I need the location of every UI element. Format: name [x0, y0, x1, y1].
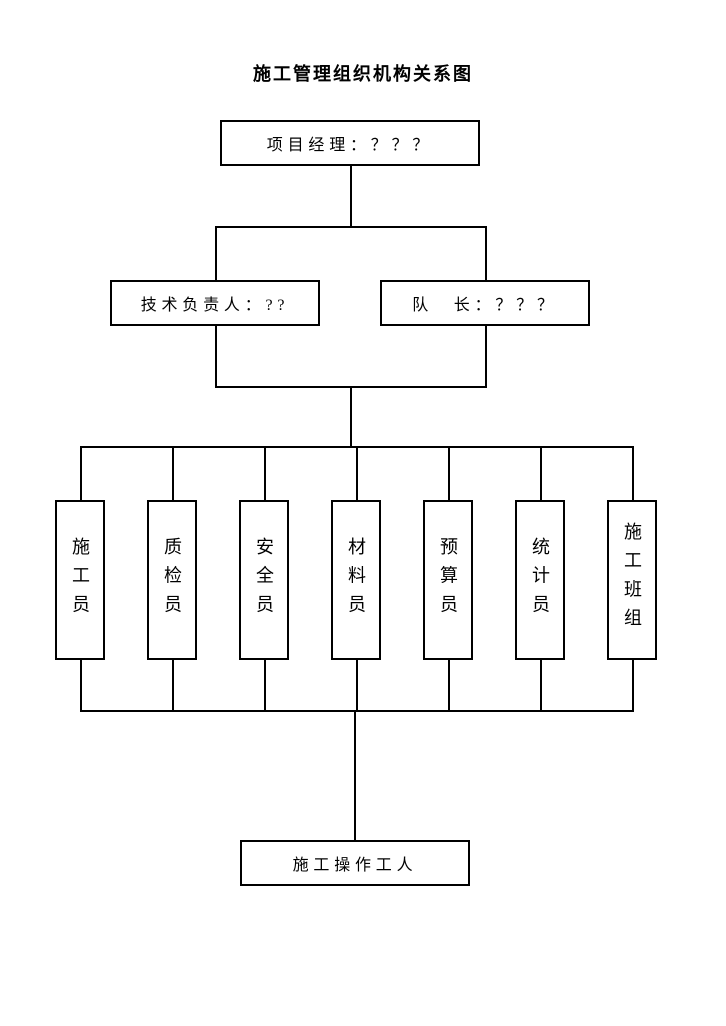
node-label-b4: 材料员 — [347, 537, 365, 623]
node-label-b5: 预算员 — [439, 537, 457, 623]
connector-line — [448, 446, 450, 500]
connector-line — [215, 226, 487, 228]
connector-line — [172, 446, 174, 500]
connector-line — [264, 446, 266, 500]
node-b5: 预算员 — [423, 500, 473, 660]
connector-line — [485, 226, 487, 280]
connector-line — [632, 660, 634, 710]
org-chart-page: 施工管理组织机构关系图 项目经理：？？？ 技术负责人：?? 队 长：？？？ 施工员 质检… — [0, 0, 726, 1026]
node-label-lead: 队 长：？？？ — [412, 291, 558, 315]
node-lead: 队 长：？？？ — [380, 280, 590, 326]
connector-line — [356, 446, 358, 500]
node-label-b7: 施工班组 — [623, 522, 641, 637]
node-tech: 技术负责人：?? — [110, 280, 320, 326]
connector-line — [80, 710, 634, 712]
connector-line — [215, 326, 217, 386]
connector-line — [356, 660, 358, 710]
node-label-b1: 施工员 — [71, 537, 89, 623]
connector-line — [632, 446, 634, 500]
connector-line — [540, 446, 542, 500]
node-b6: 统计员 — [515, 500, 565, 660]
connector-line — [80, 446, 82, 500]
node-b1: 施工员 — [55, 500, 105, 660]
connector-line — [215, 226, 217, 280]
connector-line — [540, 660, 542, 710]
connector-line — [354, 710, 356, 840]
connector-line — [350, 166, 352, 226]
node-work: 施工操作工人 — [240, 840, 470, 886]
node-label-tech: 技术负责人：?? — [141, 291, 290, 315]
node-label-b6: 统计员 — [531, 537, 549, 623]
node-b2: 质检员 — [147, 500, 197, 660]
connector-line — [264, 660, 266, 710]
connector-line — [448, 660, 450, 710]
node-label-b2: 质检员 — [163, 537, 181, 623]
node-label-pm: 项目经理：？？？ — [267, 131, 433, 155]
connector-line — [80, 660, 82, 710]
connector-line — [350, 386, 352, 446]
connector-line — [172, 660, 174, 710]
node-b7: 施工班组 — [607, 500, 657, 660]
node-b3: 安全员 — [239, 500, 289, 660]
node-label-b3: 安全员 — [255, 537, 273, 623]
node-b4: 材料员 — [331, 500, 381, 660]
connector-line — [485, 326, 487, 386]
node-label-work: 施工操作工人 — [293, 851, 418, 875]
node-pm: 项目经理：？？？ — [220, 120, 480, 166]
chart-title: 施工管理组织机构关系图 — [0, 60, 726, 86]
